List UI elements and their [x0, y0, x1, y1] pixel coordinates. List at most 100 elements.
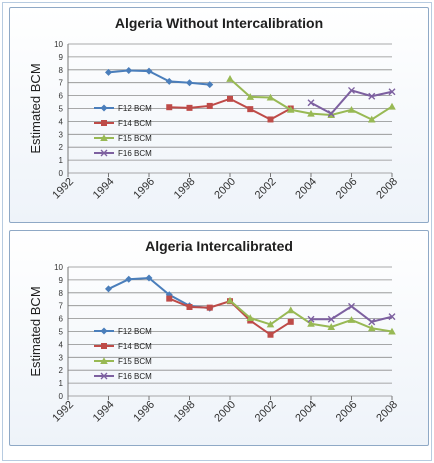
x-tick-label-2006: 2006	[334, 399, 360, 425]
y-axis-label-1: Estimated BCM	[28, 63, 43, 153]
data-point-1-1	[186, 303, 193, 310]
data-point-1-0	[166, 104, 173, 111]
x-tick-label-2008: 2008	[374, 176, 400, 202]
data-point-0-4	[186, 79, 193, 87]
data-point-2-8	[388, 102, 396, 110]
data-point-2-2	[266, 93, 275, 101]
series-f12-bcm	[105, 66, 214, 89]
series-line-2	[229, 299, 393, 333]
legend-label-2: F15 BCM	[118, 134, 152, 143]
chart-title-1: Algeria Without Intercalibration	[115, 15, 323, 31]
y-tick-label-9: 9	[59, 53, 64, 62]
data-point-2-0	[226, 75, 234, 82]
x-tick-label-2006: 2006	[334, 176, 360, 202]
x-tick-label-1996: 1996	[131, 399, 157, 425]
y-tick-label-2: 2	[59, 143, 64, 152]
x-tick-label-2002: 2002	[253, 176, 279, 202]
data-point-3-0	[307, 99, 315, 107]
data-point-2-8	[388, 327, 396, 335]
y-tick-label-10: 10	[54, 263, 63, 272]
legend-marker-2	[100, 134, 108, 141]
data-point-0-1	[125, 275, 133, 283]
series-f15-bcm	[226, 296, 396, 335]
data-point-0-2	[145, 67, 153, 75]
legend-label-1: F14 BCM	[118, 342, 152, 351]
y-tick-label-6: 6	[59, 92, 64, 101]
y-tick-label-4: 4	[59, 117, 64, 126]
y-tick-label-6: 6	[59, 315, 64, 324]
y-tick-label-4: 4	[59, 340, 64, 349]
x-tick-label-2000: 2000	[212, 399, 238, 425]
legend-marker-3	[100, 372, 108, 380]
chart-svg-1: Algeria Without Intercalibration Estimate…	[28, 15, 400, 202]
data-point-1-5	[267, 116, 274, 123]
x-tick-label-2002: 2002	[253, 399, 279, 425]
y-tick-label-7: 7	[59, 302, 64, 311]
chart-title-2: Algeria Intercalibrated	[145, 238, 293, 254]
data-point-2-4	[307, 109, 315, 117]
legend-marker-1	[101, 120, 107, 126]
x-tick-label-1996: 1996	[131, 176, 157, 202]
data-point-2-1	[246, 314, 255, 321]
legend-label-0: F12 BCM	[118, 104, 152, 113]
data-point-1-2	[206, 102, 213, 109]
series-f16-bcm	[307, 86, 396, 118]
data-point-2-0	[226, 296, 234, 304]
data-point-2-6	[347, 316, 356, 323]
data-point-0-2	[145, 274, 153, 282]
chart-without-intercalibration: Algeria Without Intercalibration Estimate…	[9, 7, 429, 223]
data-point-0-0	[105, 68, 112, 76]
data-point-1-5	[267, 331, 274, 338]
y-tick-label-0: 0	[59, 392, 64, 401]
data-point-3-4	[388, 88, 396, 96]
data-point-2-5	[327, 323, 336, 330]
y-tick-label-2: 2	[59, 366, 64, 375]
data-point-1-0	[166, 295, 173, 302]
data-point-3-0	[307, 315, 315, 323]
x-tick-label-1998: 1998	[172, 176, 198, 202]
y-axis-label-2: Estimated BCM	[28, 286, 43, 376]
data-point-2-7	[367, 324, 376, 332]
y-tick-label-0: 0	[59, 169, 64, 178]
x-tick-label-1992: 1992	[50, 399, 76, 425]
legend-label-1: F14 BCM	[118, 119, 152, 128]
legend-marker-1	[101, 343, 107, 349]
legend-marker-0	[100, 104, 108, 112]
data-point-1-3	[227, 95, 233, 102]
y-tick-label-5: 5	[59, 105, 64, 114]
legend-marker-0	[100, 327, 108, 335]
data-point-3-2	[348, 86, 355, 94]
y-tick-label-1: 1	[59, 156, 64, 165]
y-tick-label-7: 7	[59, 79, 64, 88]
data-point-3-1	[327, 315, 335, 323]
data-point-2-1	[246, 93, 255, 100]
data-point-1-2	[206, 304, 213, 311]
data-point-2-6	[347, 105, 356, 113]
chart-svg-2: Algeria Intercalibrated Estimated BCM 0 1 2 3…	[28, 238, 400, 425]
data-point-3-3	[368, 318, 376, 326]
x-tick-label-2004: 2004	[293, 176, 319, 202]
x-tick-label-1992: 1992	[50, 176, 76, 202]
y-tick-label-8: 8	[59, 66, 64, 75]
legend-label-3: F16 BCM	[118, 149, 152, 158]
x-tick-label-2004: 2004	[293, 399, 319, 425]
data-point-1-4	[247, 106, 254, 113]
data-point-3-1	[327, 110, 335, 118]
series-line-0	[108, 69, 210, 86]
y-tick-label-8: 8	[59, 289, 64, 298]
data-point-2-7	[367, 115, 376, 123]
data-point-3-4	[388, 313, 396, 321]
data-point-1-1	[186, 104, 193, 111]
y-tick-label-3: 3	[59, 353, 64, 362]
data-point-0-5	[206, 81, 214, 89]
x-tick-label-1994: 1994	[91, 176, 117, 202]
series-f15-bcm	[226, 75, 396, 123]
y-tick-label-10: 10	[54, 40, 63, 49]
legend-label-0: F12 BCM	[118, 327, 152, 336]
data-point-2-3	[286, 306, 295, 314]
data-point-2-2	[266, 320, 275, 328]
data-point-0-0	[105, 285, 112, 293]
x-tick-label-1998: 1998	[172, 399, 198, 425]
y-tick-label-9: 9	[59, 276, 64, 285]
